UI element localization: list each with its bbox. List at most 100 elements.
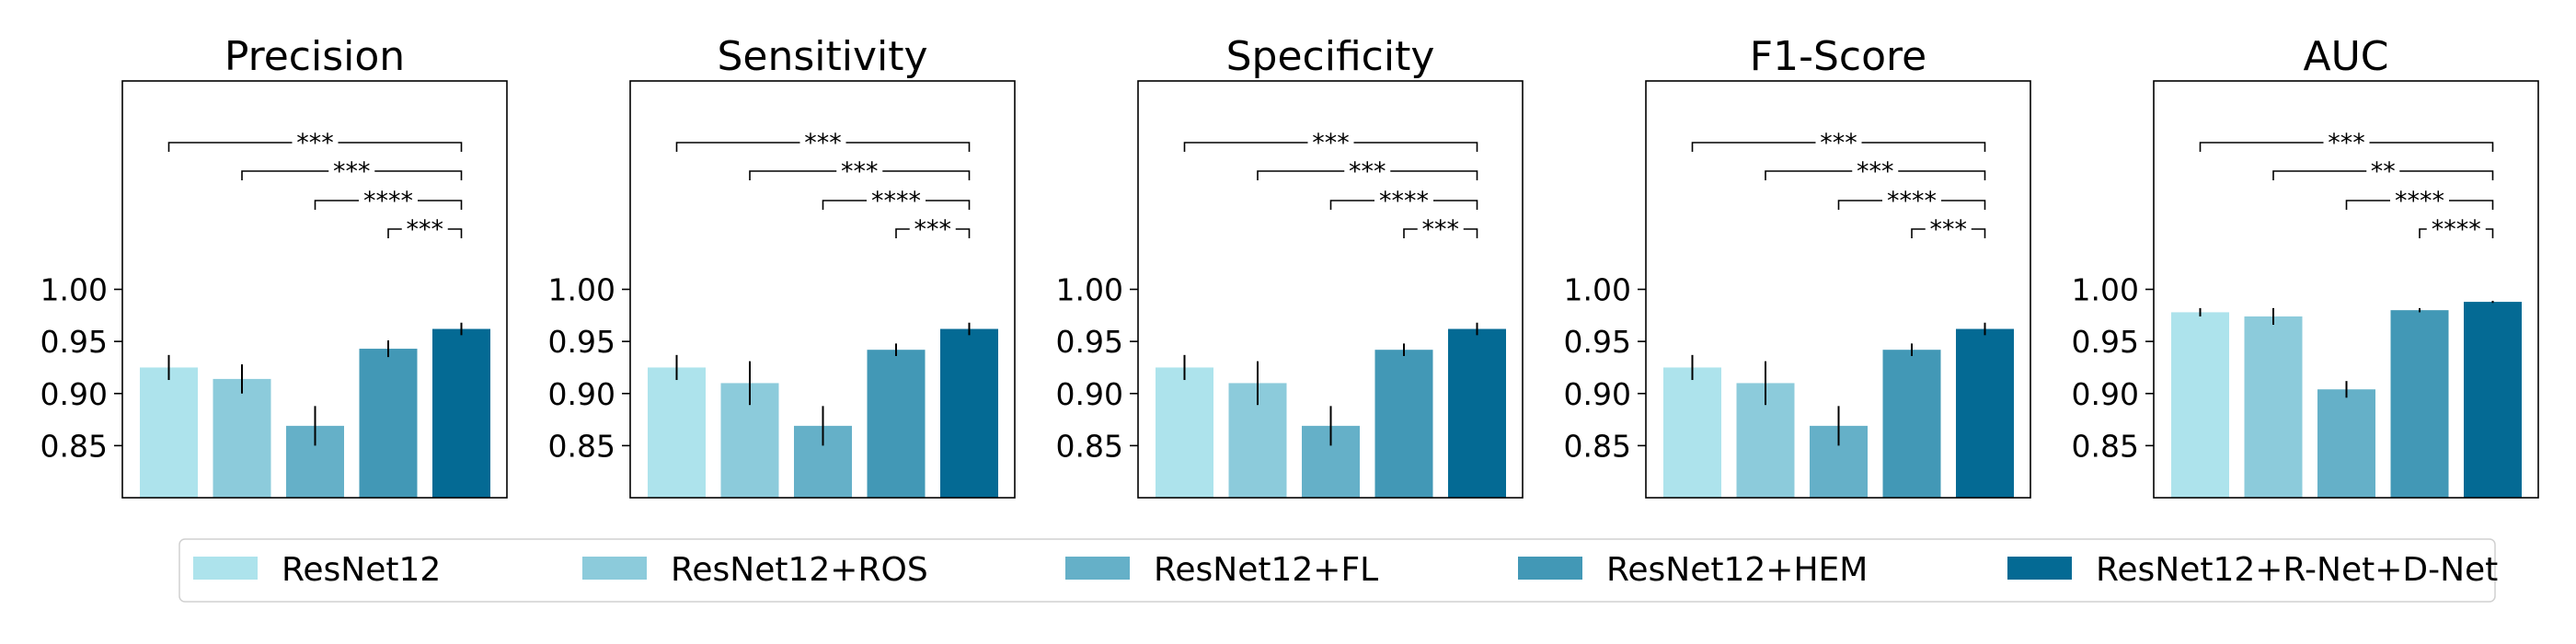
significance-label: ***	[914, 215, 952, 244]
legend-swatch	[1518, 557, 1582, 580]
significance-label: ***	[407, 215, 444, 244]
plot-frame	[121, 80, 508, 499]
significance-label: ***	[1312, 129, 1350, 157]
y-tick-label: 1.00	[1564, 272, 1631, 308]
bracket-label-mask	[2390, 188, 2449, 210]
panel-title: F1-Score	[1750, 33, 1926, 80]
bar-resnet12	[2171, 312, 2229, 498]
legend: ResNet12 ResNet12+ROS ResNet12+FL ResNet12+…	[178, 538, 2498, 603]
legend-label: ResNet12+FL	[1154, 551, 1378, 589]
significance-bracket: ***	[895, 215, 971, 244]
legend-label: ResNet12+ROS	[671, 551, 928, 589]
bar-resnet12	[648, 367, 706, 498]
bar-resnet12-r-net-d-net	[1448, 328, 1506, 498]
bracket-label-mask	[328, 158, 375, 180]
bracket-label-mask	[2426, 216, 2486, 238]
bar-resnet12-hem	[2390, 310, 2449, 498]
significance-label: ***	[804, 129, 842, 157]
significance-bracket: ***	[387, 215, 463, 244]
y-tick-label: 0.90	[1564, 376, 1631, 412]
bracket-label-mask	[1852, 158, 1899, 180]
significance-bracket: ****	[314, 187, 463, 215]
bracket-label-mask	[1307, 130, 1354, 152]
significance-label: ****	[871, 187, 921, 215]
significance-label: **	[2371, 157, 2396, 186]
significance-label: ***	[2328, 129, 2365, 157]
significance-label: ****	[1379, 187, 1429, 215]
bracket-label-mask	[2366, 158, 2400, 180]
bracket-label-mask	[1815, 130, 1862, 152]
bar-resnet12-r-net-d-net	[2464, 302, 2522, 498]
significance-bracket: ****	[2345, 187, 2494, 215]
significance-bracket: ***	[1691, 129, 1986, 157]
y-tick-label: 0.90	[2072, 376, 2139, 412]
bracket-label-mask	[909, 216, 956, 238]
y-tick-label: 0.85	[1056, 428, 1123, 464]
panel-title: AUC	[2303, 33, 2388, 80]
legend-item: ResNet12+FL	[1065, 551, 1378, 589]
legend-item: ResNet12	[193, 551, 441, 589]
bar-resnet12-ros	[213, 378, 271, 498]
y-tick-label: 0.90	[40, 376, 108, 412]
significance-label: ***	[1857, 157, 1894, 186]
bracket-label-mask	[1374, 188, 1433, 210]
bracket-label-mask	[836, 158, 883, 180]
significance-bracket: ***	[2199, 129, 2494, 157]
significance-label: ****	[363, 187, 413, 215]
y-tick-label: 0.90	[1056, 376, 1123, 412]
bar-resnet12-fl	[2317, 389, 2375, 498]
y-tick-label: 0.85	[2072, 428, 2139, 464]
legend-swatch	[1065, 557, 1130, 580]
y-tick-label: 0.85	[1564, 428, 1631, 464]
significance-bracket: ***	[675, 129, 971, 157]
y-tick-label: 1.00	[40, 272, 108, 308]
bracket-label-mask	[1344, 158, 1391, 180]
bracket-label-mask	[359, 188, 418, 210]
significance-label: ***	[1820, 129, 1857, 157]
plot-frame	[2153, 80, 2539, 499]
chart-panels: Precision0.850.900.951.00*************Se…	[40, 33, 2539, 499]
bar-resnet12-hem	[867, 350, 926, 498]
significance-label: ****	[2395, 187, 2444, 215]
bracket-label-mask	[1925, 216, 1972, 238]
significance-bracket: ****	[1329, 187, 1478, 215]
significance-bracket: ***	[1257, 157, 1478, 186]
legend-label: ResNet12+HEM	[1606, 551, 1868, 589]
bar-resnet12-hem	[1374, 350, 1433, 498]
significance-bracket: ***	[1911, 215, 1986, 244]
bar-resnet12-r-net-d-net	[432, 328, 490, 498]
significance-bracket: ***	[1403, 215, 1478, 244]
bar-resnet12	[1663, 367, 1721, 498]
y-tick-label: 0.95	[1056, 324, 1123, 360]
y-tick-label: 0.95	[2072, 324, 2139, 360]
panel-title: Sensitivity	[717, 33, 927, 80]
plot-frame	[629, 80, 1016, 499]
bracket-label-mask	[867, 188, 926, 210]
significance-label: ***	[1422, 215, 1460, 244]
bracket-label-mask	[401, 216, 448, 238]
legend-item: ResNet12+HEM	[1518, 551, 1868, 589]
y-tick-label: 0.90	[548, 376, 615, 412]
significance-bracket: ***	[1765, 157, 1986, 186]
panel-title: Specificity	[1226, 33, 1435, 80]
bar-resnet12-r-net-d-net	[1956, 328, 2014, 498]
significance-bracket: ***	[167, 129, 463, 157]
significance-label: ****	[1887, 187, 1937, 215]
significance-label: ***	[333, 157, 371, 186]
significance-bracket: ****	[1837, 187, 1986, 215]
y-tick-label: 0.85	[548, 428, 615, 464]
significance-label: ****	[2432, 215, 2481, 244]
legend-label: ResNet12	[282, 551, 441, 589]
y-tick-label: 0.85	[40, 428, 108, 464]
legend-swatch	[2007, 557, 2072, 580]
y-tick-label: 1.00	[548, 272, 615, 308]
bar-resnet12-hem	[359, 349, 418, 498]
y-tick-label: 0.95	[1564, 324, 1631, 360]
significance-label: ***	[841, 157, 879, 186]
bar-resnet12-hem	[1882, 350, 1941, 498]
